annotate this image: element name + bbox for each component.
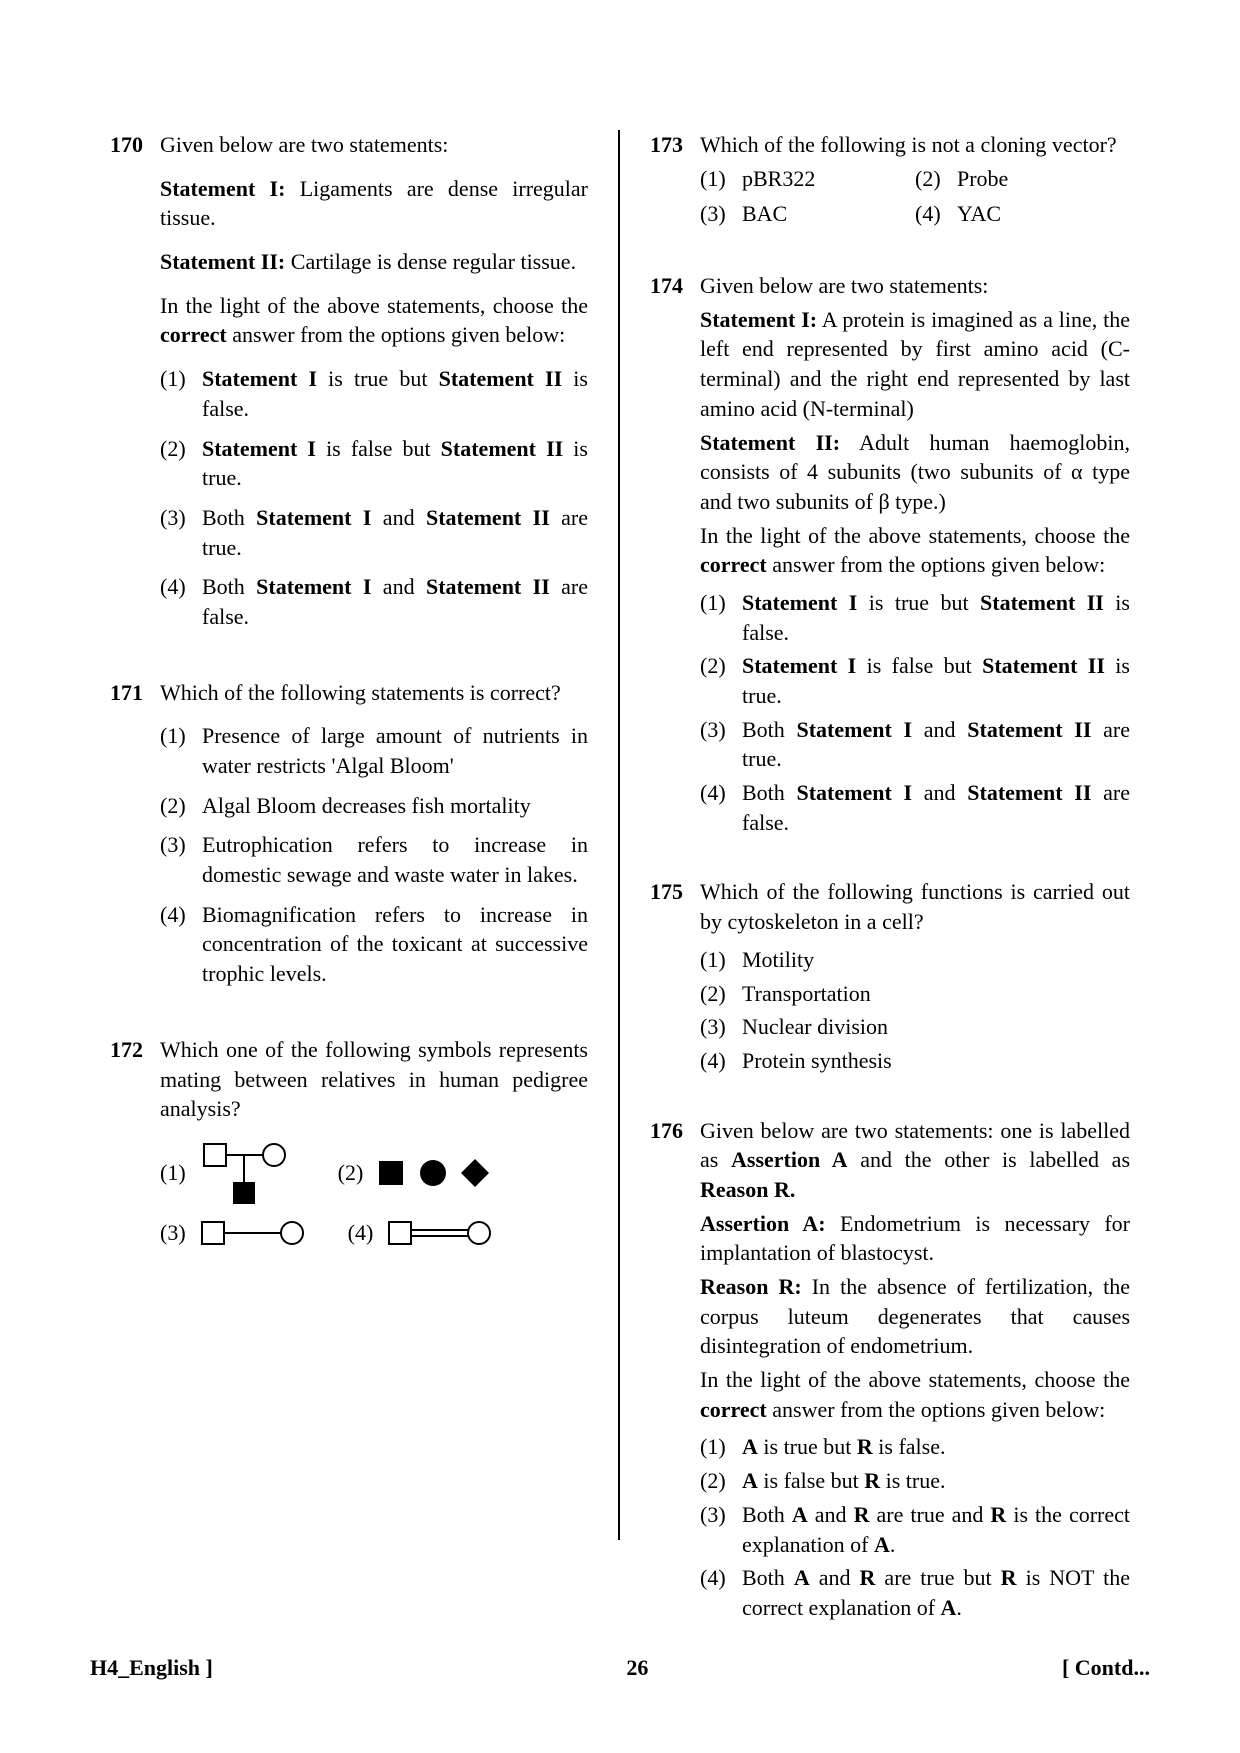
option-3: (3)Both Statement I and Statement II are…	[160, 503, 588, 562]
question-body: Which of the following statements is cor…	[160, 678, 588, 999]
statement-2: Statement II: Adult human haemoglobin, c…	[700, 428, 1130, 517]
pedigree-family-icon	[198, 1138, 298, 1208]
option-2: (2)Statement I is false but Statement II…	[160, 434, 588, 493]
reason: Reason R: In the absence of fertilizatio…	[700, 1272, 1130, 1361]
option-4: (4)Both Statement I and Statement II are…	[700, 778, 1130, 837]
option-4: (4)Both A and R are true but R is NOT th…	[700, 1563, 1130, 1622]
question-174: 174 Given below are two statements: Stat…	[650, 271, 1130, 841]
option-1: (1)	[160, 1138, 298, 1208]
question-number: 172	[110, 1035, 160, 1258]
question-175: 175 Which of the following functions is …	[650, 877, 1130, 1079]
pedigree-shapes-icon	[375, 1155, 495, 1191]
options: (1)Motility (2)Transportation (3)Nuclear…	[700, 945, 1130, 1076]
option-1: (1)Presence of large amount of nutrients…	[160, 721, 588, 780]
option-1: (1)Motility	[700, 945, 1130, 975]
option-2: (2)Statement I is false but Statement II…	[700, 651, 1130, 710]
option-3: (3)Nuclear division	[700, 1012, 1130, 1042]
pedigree-double-line-icon	[385, 1218, 495, 1248]
option-4-num: (4)	[348, 1218, 374, 1248]
question-number: 170	[110, 130, 160, 642]
intro-text: Given below are two statements:	[700, 271, 1130, 301]
option-4: (4)Biomagnification refers to increase i…	[160, 900, 588, 989]
question-number: 174	[650, 271, 700, 841]
question-number: 176	[650, 1116, 700, 1627]
footer-center: 26	[626, 1653, 648, 1683]
right-column: 173 Which of the following is not a clon…	[620, 130, 1150, 1540]
option-3-num: (3)	[160, 1218, 186, 1248]
question-body: Given below are two statements: Statemen…	[160, 130, 588, 642]
option-4: (4)Protein synthesis	[700, 1046, 1130, 1076]
statement-2: Statement II: Cartilage is dense regular…	[160, 247, 588, 277]
option-1: (1)Statement I is true but Statement II …	[160, 364, 588, 423]
question-172: 172 Which one of the following symbols r…	[110, 1035, 588, 1258]
question-text: Which of the following statements is cor…	[160, 678, 588, 708]
option-3: (3)BAC	[700, 199, 915, 229]
question-body: Which one of the following symbols repre…	[160, 1035, 588, 1258]
prompt: In the light of the above statements, ch…	[700, 1365, 1130, 1424]
option-1: (1)pBR322	[700, 164, 915, 194]
option-4: (4)Both Statement I and Statement II are…	[160, 572, 588, 631]
option-2: (2)A is false but R is true.	[700, 1466, 1130, 1496]
question-173: 173 Which of the following is not a clon…	[650, 130, 1130, 235]
option-3: (3)Both Statement I and Statement II are…	[700, 715, 1130, 774]
option-3: (3)Both A and R are true and R is the co…	[700, 1500, 1130, 1559]
option-row-2: (3) (4)	[160, 1218, 588, 1248]
options: (1)Statement I is true but Statement II …	[160, 364, 588, 632]
option-2: (2)Algal Bloom decreases fish mortality	[160, 791, 588, 821]
prompt: In the light of the above statements, ch…	[700, 521, 1130, 580]
question-body: Given below are two statements: Statemen…	[700, 271, 1130, 841]
option-3: (3)	[160, 1218, 308, 1248]
options: (1)Statement I is true but Statement II …	[700, 588, 1130, 838]
question-171: 171 Which of the following statements is…	[110, 678, 588, 999]
footer-right: [ Contd...	[1062, 1653, 1150, 1683]
option-1: (1)A is true but R is false.	[700, 1432, 1130, 1462]
question-body: Given below are two statements: one is l…	[700, 1116, 1130, 1627]
question-body: Which of the following functions is carr…	[700, 877, 1130, 1079]
question-text: Which of the following is not a cloning …	[700, 130, 1130, 160]
option-1: (1)Statement I is true but Statement II …	[700, 588, 1130, 647]
page-footer: H4_English ] 26 [ Contd...	[90, 1653, 1150, 1683]
page-content: 170 Given below are two statements: Stat…	[0, 0, 1240, 1600]
question-176: 176 Given below are two statements: one …	[650, 1116, 1130, 1627]
question-number: 171	[110, 678, 160, 999]
statement-1: Statement I: A protein is imagined as a …	[700, 305, 1130, 424]
prompt: In the light of the above statements, ch…	[160, 291, 588, 350]
statement-1: Statement I: Ligaments are dense irregul…	[160, 174, 588, 233]
question-number: 173	[650, 130, 700, 235]
footer-left: H4_English ]	[90, 1653, 213, 1683]
question-body: Which of the following is not a cloning …	[700, 130, 1130, 235]
assertion: Assertion A: Endometrium is necessary fo…	[700, 1209, 1130, 1268]
question-text: Which one of the following symbols repre…	[160, 1035, 588, 1124]
option-row-1: (1) (2)	[160, 1138, 588, 1208]
option-4: (4)	[348, 1218, 496, 1248]
option-4: (4)YAC	[915, 199, 1130, 229]
question-text: Which of the following functions is carr…	[700, 877, 1130, 936]
question-170: 170 Given below are two statements: Stat…	[110, 130, 588, 642]
option-1-num: (1)	[160, 1158, 186, 1188]
option-3: (3)Eutrophication refers to increase in …	[160, 830, 588, 889]
option-2: (2)Probe	[915, 164, 1130, 194]
options: (1)pBR322 (2)Probe (3)BAC (4)YAC	[700, 164, 1130, 235]
options: (1)Presence of large amount of nutrients…	[160, 721, 588, 989]
option-2: (2)Transportation	[700, 979, 1130, 1009]
question-number: 175	[650, 877, 700, 1079]
option-2-num: (2)	[338, 1158, 364, 1188]
options: (1)A is true but R is false. (2)A is fal…	[700, 1432, 1130, 1622]
option-2: (2)	[338, 1155, 496, 1191]
left-column: 170 Given below are two statements: Stat…	[90, 130, 620, 1540]
pedigree-single-line-icon	[198, 1218, 308, 1248]
intro-text: Given below are two statements:	[160, 130, 588, 160]
intro-text: Given below are two statements: one is l…	[700, 1116, 1130, 1205]
